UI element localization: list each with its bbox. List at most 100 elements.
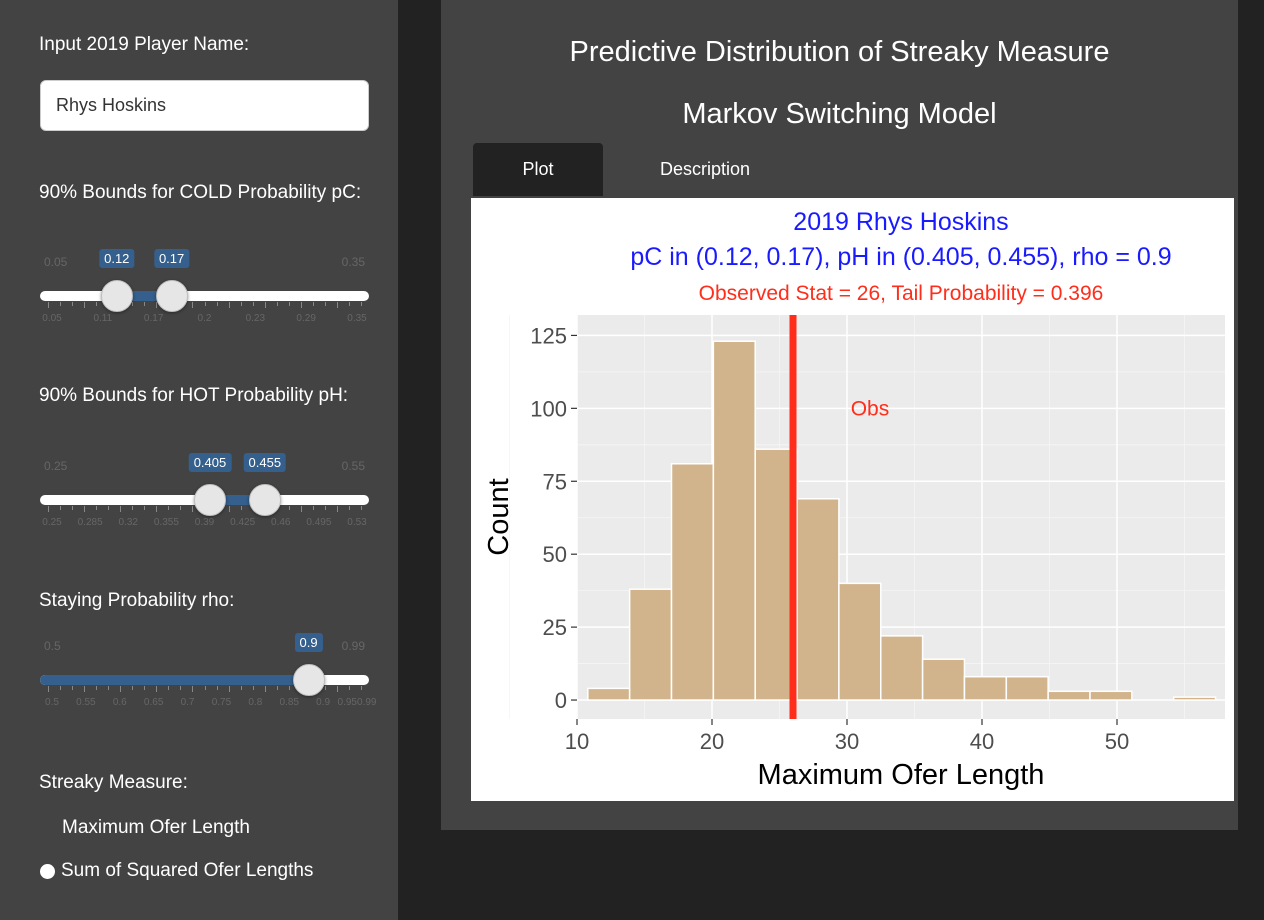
slider-tick [144,302,146,306]
histogram-bar [1172,696,1217,701]
hot-slider-fill [209,495,265,505]
observed-annotation: Obs [851,397,890,420]
slider-tick [48,302,49,308]
slider-tick [300,302,302,308]
cold-slider-tick-labels: 0.05 0.11 0.17 0.2 0.23 0.29 0.35 [40,313,369,327]
slider-tick [264,686,266,692]
rho-handle[interactable] [292,664,325,696]
slider-tick-label: 0.2 [197,313,212,324]
tab-description[interactable]: Description [659,159,751,179]
slider-tick-label: 0.11 [93,313,113,324]
histogram-chart: Obs 0 25 50 75 100 125 10 20 30 40 50 2019 Rhys Hosk… [483,208,1225,791]
slider-tick [336,302,338,308]
histogram-bar [1047,690,1091,701]
slider-tick [228,686,230,692]
slider-tick [361,686,362,690]
slider-tick-label: 0.950.99 [337,697,377,708]
radio-button-icon[interactable] [40,863,55,879]
rho-label: Staying Probability rho: [39,590,235,611]
cold-range-slider[interactable]: 0.05 0.35 0.05 0.11 0.17 0.2 0.23 0.29 0.35 0.… [40,249,369,345]
slider-tick-label: 0.65 [143,697,164,708]
hot-range-slider[interactable]: 0.25 0.55 0.25 0.285 0.32 0.355 0.39 0.425 0.4… [40,453,369,549]
cold-slider-max: 0.35 [341,255,365,269]
slider-tick [336,506,338,512]
slider-tick [96,686,98,690]
hot-slider-max: 0.55 [341,459,365,473]
tab-plot[interactable]: Plot [473,143,603,196]
sidebar: Input 2019 Player Name: 90% Bounds for C… [0,0,398,920]
slider-tick-label: 0.05 [42,313,62,324]
slider-tick [84,302,86,308]
slider-tick [204,686,206,690]
rho-slider[interactable]: 0.5 0.99 0.5 0.55 0.6 0.65 0.7 0.75 0.8 0.85 0.9… [40,633,376,729]
histogram-bar [628,588,673,701]
slider-tick [120,506,122,512]
slider-tick [228,506,230,512]
slider-tick [312,302,314,306]
slider-tick [48,686,49,692]
rho-slider-min: 0.5 [44,639,61,653]
slider-tick [180,686,182,690]
y-tick-label: 100 [530,396,567,421]
slider-tick-label: 0.25 [42,517,62,528]
slider-tick [156,686,158,692]
cold-slider-track[interactable] [40,291,369,301]
slider-tick [156,302,158,308]
slider-tick [276,302,278,306]
slider-tick-label: 0.285 [77,517,103,528]
slider-tick [168,686,170,690]
rho-slider-max: 0.99 [341,639,365,653]
slider-tick [60,686,62,690]
slider-tick-label: 0.7 [180,697,195,708]
y-tick-label: 125 [530,323,567,348]
slider-tick-label: 0.5 [45,697,59,708]
hot-slider-tick-labels: 0.25 0.285 0.32 0.355 0.39 0.425 0.46 0.495 0.53 [40,517,369,531]
slider-tick [240,686,242,690]
slider-tick [72,686,74,690]
histogram-bar [587,687,631,701]
slider-tick [361,302,362,306]
slider-tick-label: 0.495 [306,517,332,528]
cold-lo-handle[interactable] [100,280,133,312]
histogram-bar [838,582,882,701]
chart-title-line2: pC in (0.12, 0.17), pH in (0.405, 0.455)… [630,243,1171,271]
y-tick-label: 0 [555,688,567,713]
plot-output: Obs 0 25 50 75 100 125 10 20 30 40 50 2019 Rhys Hosk… [471,198,1234,801]
y-axis-label: Count [483,478,515,555]
slider-tick [324,302,326,306]
player-name-input[interactable] [40,80,369,131]
cold-hi-handle[interactable] [155,280,188,312]
cold-slider-ticks [40,302,369,308]
slider-tick-label: 0.29 [296,313,316,324]
hot-hi-value-badge: 0.455 [243,453,287,472]
cold-slider-min: 0.05 [44,255,68,269]
slider-tick [72,506,74,510]
radio-option-sum-squared[interactable]: Sum of Squared Ofer Lengths [40,860,313,882]
slider-tick-label: 0.75 [211,697,232,708]
slider-tick [216,686,218,690]
slider-tick [192,302,194,308]
slider-tick-label: 0.35 [347,313,367,324]
slider-tick [288,506,290,510]
slider-tick-label: 0.23 [245,313,266,324]
slider-tick [300,506,302,512]
slider-tick [276,686,278,690]
radio-option-label: Sum of Squared Ofer Lengths [61,860,314,881]
slider-tick-label: 0.6 [112,697,127,708]
slider-tick [264,302,266,308]
cold-hi-value-badge: 0.17 [153,249,190,268]
slider-tick [348,506,350,510]
rho-value-badge: 0.9 [294,633,323,652]
slider-tick [228,302,230,308]
hot-lo-handle[interactable] [193,484,226,516]
x-tick-label: 40 [970,729,994,754]
radio-option-max-ofer[interactable]: Maximum Ofer Length [62,817,250,839]
slider-tick [216,302,218,306]
slider-tick [132,302,134,306]
slider-tick-label: 0.355 [153,517,179,528]
slider-tick [168,506,170,510]
slider-tick [240,506,242,510]
hot-hi-handle[interactable] [248,484,281,516]
slider-tick-label: 0.46 [271,517,291,528]
histogram-bar [963,675,1008,701]
